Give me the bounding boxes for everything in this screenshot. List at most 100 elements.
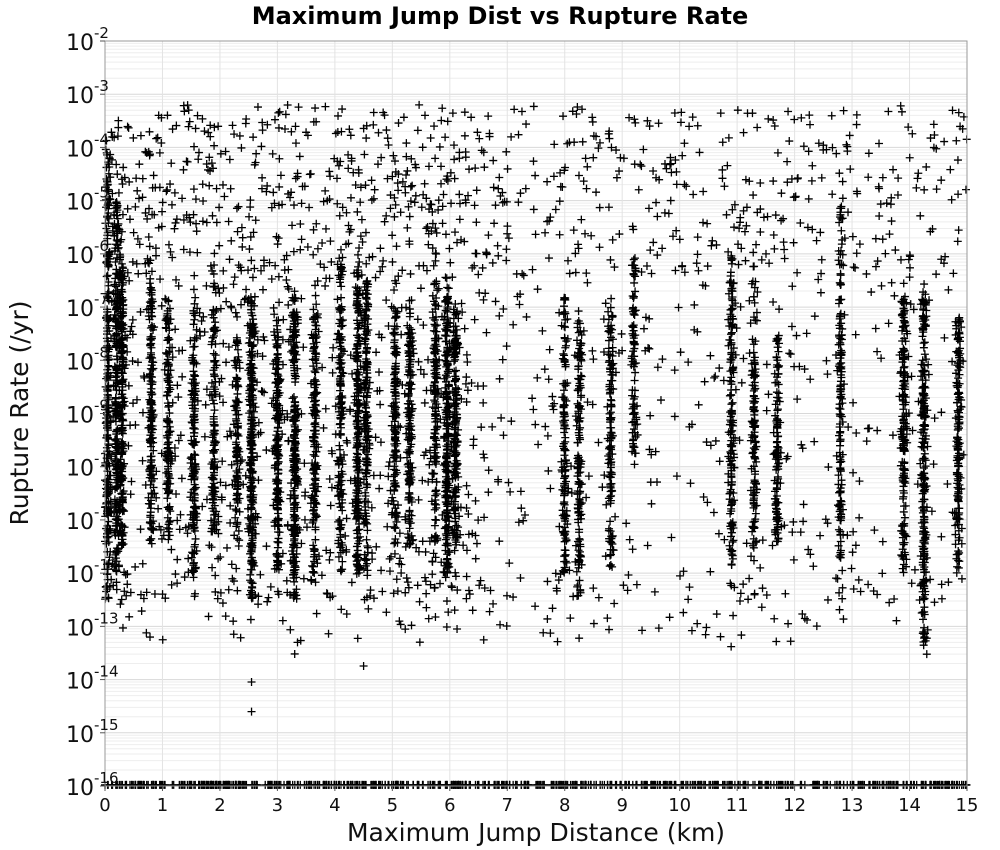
data-point [118,327,127,336]
data-point [112,566,121,575]
data-point [112,330,121,339]
data-point [118,505,127,514]
data-point [118,493,127,502]
data-point [111,394,120,403]
data-point [114,562,123,571]
data-point [102,148,111,157]
data-point [112,208,121,217]
data-point [166,516,175,525]
data-point [110,507,119,516]
data-point [102,272,111,281]
data-point [104,497,113,506]
data-point [114,219,123,228]
data-point [105,553,114,562]
data-point [118,462,127,471]
data-point [114,545,123,554]
data-point [110,280,119,289]
data-point [146,323,155,332]
data-point [117,403,126,412]
data-point [147,539,156,548]
data-point [146,496,155,505]
data-point [116,520,125,529]
data-point [118,437,127,446]
data-point [147,424,156,433]
data-point [113,170,122,179]
data-point [111,274,120,283]
data-point [165,409,174,418]
data-point [113,224,122,233]
data-point [146,364,155,373]
data-point [150,489,159,498]
data-point [102,498,111,507]
data-point [102,462,111,471]
data-point [147,308,156,317]
data-point [119,341,128,350]
data-point [102,258,111,267]
data-point [105,163,114,172]
data-point [148,525,157,534]
data-point [148,378,157,387]
data-point [104,509,113,518]
data-point [147,471,156,480]
data-point [149,483,158,492]
data-point [118,429,127,438]
data-point [145,467,154,476]
data-point [164,527,173,536]
data-point [111,258,120,267]
data-point [102,224,111,233]
data-point [116,455,125,464]
data-point [119,375,128,384]
data-point [112,198,121,207]
data-point [117,275,126,284]
data-point [104,489,113,498]
data-point [145,315,154,324]
data-point [119,342,128,351]
data-point [147,334,156,343]
data-point [102,424,111,433]
data-point [146,465,155,474]
data-point [146,397,155,406]
points-layer [101,100,971,789]
data-point [117,489,126,498]
data-point [112,160,121,169]
data-point [117,368,126,377]
data-point [104,250,113,259]
data-point [117,529,126,538]
data-point [102,410,111,419]
data-point [147,361,156,370]
data-point [109,381,118,390]
data-point [147,461,156,470]
data-point [148,490,157,499]
data-point [102,524,111,533]
data-point [146,388,155,397]
data-point [145,518,154,527]
data-point [116,472,125,481]
data-point [104,262,113,271]
data-point [118,448,127,457]
data-point [146,458,155,467]
data-point [104,281,113,290]
data-point [118,353,127,362]
data-point [118,416,127,425]
data-point [104,169,113,178]
data-point [105,471,114,480]
data-point [146,508,155,517]
data-point [145,499,154,508]
data-point [112,585,121,594]
data-point [101,145,110,154]
data-point [110,435,119,444]
data-point [117,410,126,419]
data-point [117,287,126,296]
data-point [117,443,126,452]
data-point [163,523,172,532]
data-point [117,227,126,236]
data-point [102,539,111,548]
data-point [111,199,120,208]
data-point [148,390,157,399]
data-point [147,286,156,295]
data-point [111,337,120,346]
data-point [115,269,124,278]
data-point [112,282,121,291]
